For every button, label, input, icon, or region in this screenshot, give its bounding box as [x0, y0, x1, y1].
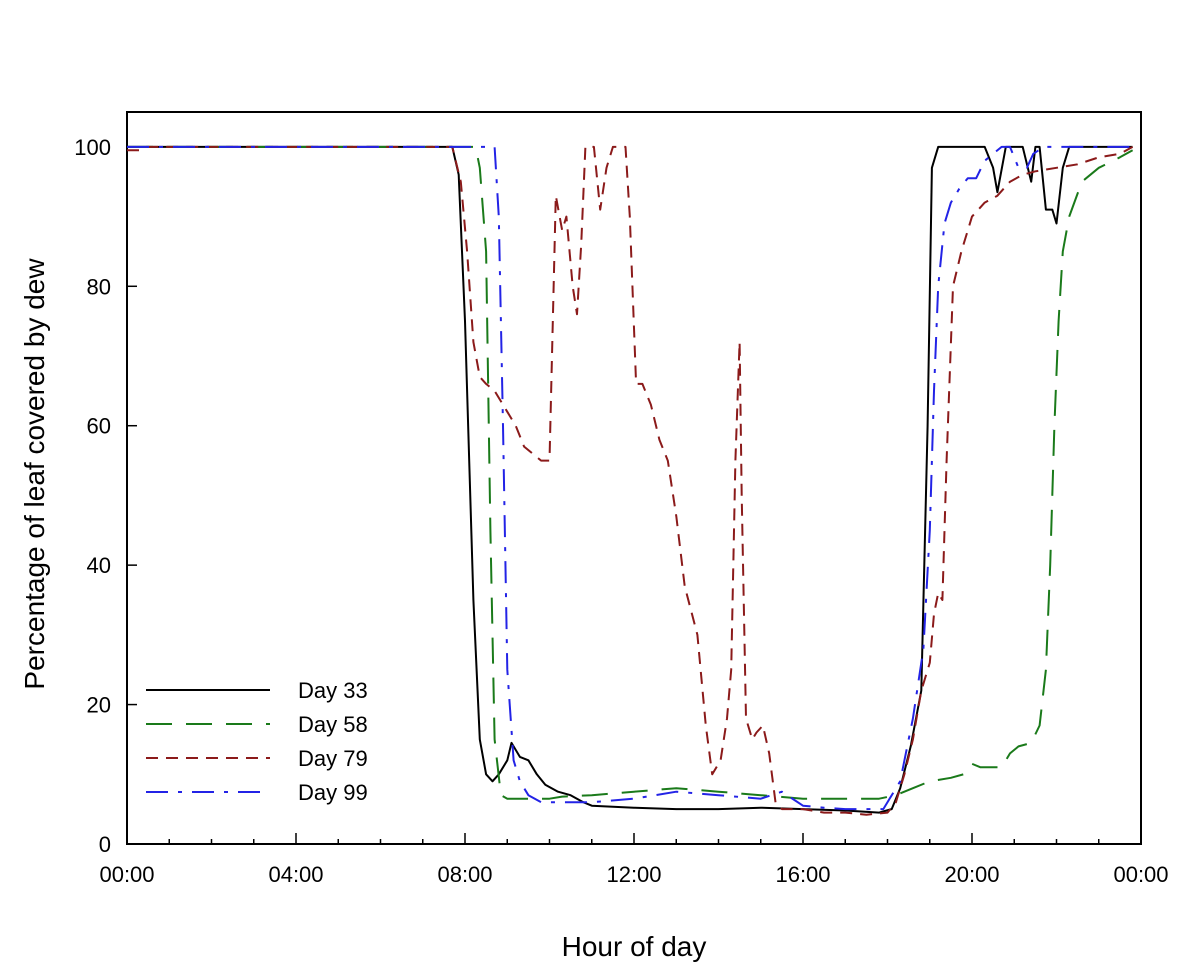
series-line-day-58	[127, 145, 1134, 800]
legend-label: Day 79	[298, 746, 368, 771]
axis-ticks: 00:00 04:00 08:00 12:00 16:00 20:00 00:00 0 20 40…	[74, 135, 1168, 887]
x-tick-label: 12:00	[606, 862, 661, 887]
x-tick-label: 16:00	[775, 862, 830, 887]
x-tick-label: 00:00	[1113, 862, 1168, 887]
y-tick-label: 100	[74, 135, 111, 160]
x-tick-label: 00:00	[99, 862, 154, 887]
x-tick-label: 20:00	[944, 862, 999, 887]
y-tick-label: 60	[87, 414, 111, 439]
legend-label: Day 33	[298, 678, 368, 703]
series-lines	[127, 145, 1134, 816]
y-tick-label: 40	[87, 553, 111, 578]
x-tick-label: 08:00	[437, 862, 492, 887]
legend-label: Day 58	[298, 712, 368, 737]
series-line-day-79	[127, 145, 1134, 816]
x-tick-label: 04:00	[268, 862, 323, 887]
legend: Day 33 Day 58 Day 79 Day 99	[146, 678, 368, 805]
series-line-day-99	[127, 145, 1133, 811]
y-tick-label: 80	[87, 274, 111, 299]
y-tick-label: 0	[99, 832, 111, 857]
series-line-day-33	[127, 145, 1133, 814]
y-tick-label: 20	[87, 693, 111, 718]
y-axis-title: Percentage of leaf covered by dew	[19, 258, 50, 690]
legend-label: Day 99	[298, 780, 368, 805]
plot-frame	[126, 111, 1142, 845]
x-axis-title: Hour of day	[562, 931, 707, 962]
